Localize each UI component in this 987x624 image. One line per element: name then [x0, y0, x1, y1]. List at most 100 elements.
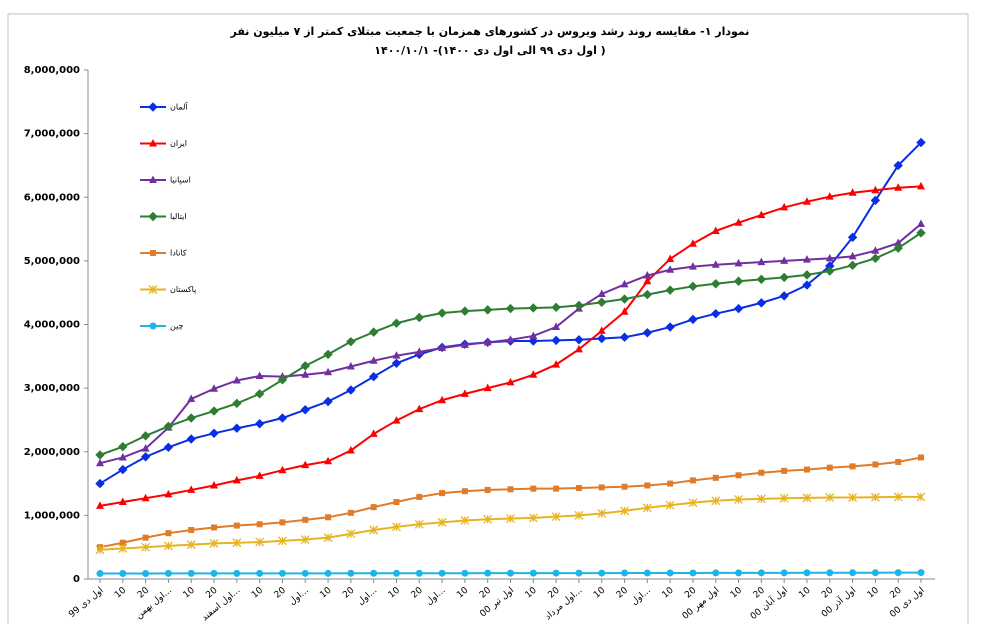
- point: [370, 569, 378, 577]
- series: [95, 137, 926, 489]
- chart-subtitle: ( اول دی ۹۹ الی اول دی ۱۴۰۰)- ۱۴۰۰/۱۰/۱: [374, 44, 605, 57]
- point: [826, 464, 833, 471]
- point: [757, 210, 766, 219]
- point: [871, 246, 880, 254]
- point: [415, 569, 423, 577]
- point: [642, 328, 653, 338]
- point: [802, 493, 812, 503]
- point: [574, 344, 583, 353]
- point: [893, 160, 903, 171]
- legend-label: پاکستان: [170, 285, 196, 294]
- point: [735, 569, 743, 577]
- point: [688, 314, 698, 325]
- point: [233, 522, 240, 529]
- point: [438, 395, 447, 404]
- point: [187, 485, 196, 493]
- point: [484, 486, 491, 493]
- point: [870, 492, 880, 502]
- point: [780, 569, 788, 577]
- point: [324, 569, 332, 577]
- y-tick-label: 2,000,000: [24, 447, 80, 458]
- point: [148, 285, 158, 294]
- point: [301, 460, 310, 469]
- point: [118, 441, 128, 452]
- point: [575, 569, 583, 577]
- point: [643, 271, 652, 279]
- point: [437, 517, 447, 527]
- point: [482, 305, 493, 315]
- point: [209, 428, 219, 439]
- point: [460, 516, 470, 525]
- point: [95, 478, 105, 489]
- point: [894, 238, 903, 247]
- point: [711, 279, 721, 289]
- point: [278, 569, 286, 577]
- point: [484, 569, 492, 577]
- point: [277, 375, 288, 385]
- point: [642, 289, 653, 300]
- point: [95, 545, 105, 555]
- point: [150, 250, 156, 256]
- point: [323, 396, 333, 407]
- point: [232, 375, 241, 384]
- point: [142, 534, 149, 541]
- point: [301, 569, 309, 577]
- point: [643, 569, 651, 577]
- point: [277, 536, 287, 546]
- point: [438, 569, 446, 577]
- point: [802, 255, 811, 263]
- point: [416, 493, 423, 500]
- point: [254, 419, 265, 429]
- point: [529, 569, 537, 577]
- point: [551, 302, 561, 313]
- point: [598, 484, 605, 491]
- point: [163, 421, 174, 432]
- point: [148, 211, 158, 222]
- point: [505, 303, 516, 314]
- point: [825, 253, 834, 262]
- point: [346, 385, 356, 395]
- point: [164, 569, 172, 577]
- point: [439, 490, 446, 497]
- point: [871, 185, 880, 194]
- point: [666, 569, 674, 577]
- chart-title: نمودار ۱- مقایسه روند رشد ویروس در کشوره…: [230, 25, 750, 38]
- point: [392, 522, 401, 532]
- point: [870, 195, 881, 206]
- point: [460, 306, 470, 316]
- point: [802, 280, 812, 290]
- point: [506, 335, 515, 343]
- point: [211, 524, 218, 531]
- point: [414, 519, 424, 529]
- point: [598, 569, 606, 577]
- point: [438, 343, 447, 352]
- point: [140, 452, 151, 462]
- point: [209, 406, 219, 416]
- point: [825, 266, 835, 276]
- point: [506, 514, 515, 524]
- point: [848, 493, 858, 503]
- point: [186, 413, 196, 423]
- y-tick-label: 1,000,000: [24, 510, 80, 521]
- y-tick-label: 0: [73, 574, 80, 585]
- point: [119, 539, 126, 546]
- point: [757, 569, 765, 577]
- point: [188, 527, 195, 534]
- point: [756, 274, 767, 285]
- point: [644, 482, 651, 489]
- point: [346, 336, 356, 347]
- point: [733, 303, 744, 314]
- point: [392, 351, 401, 359]
- point: [165, 530, 172, 537]
- point: [711, 226, 720, 234]
- point: [894, 183, 903, 191]
- point: [96, 501, 104, 509]
- point: [642, 503, 652, 513]
- point: [688, 239, 697, 247]
- point: [758, 469, 765, 476]
- point: [529, 370, 538, 378]
- legend-label: آلمان: [170, 102, 188, 112]
- point: [530, 485, 537, 492]
- series: [96, 569, 925, 577]
- point: [118, 544, 128, 553]
